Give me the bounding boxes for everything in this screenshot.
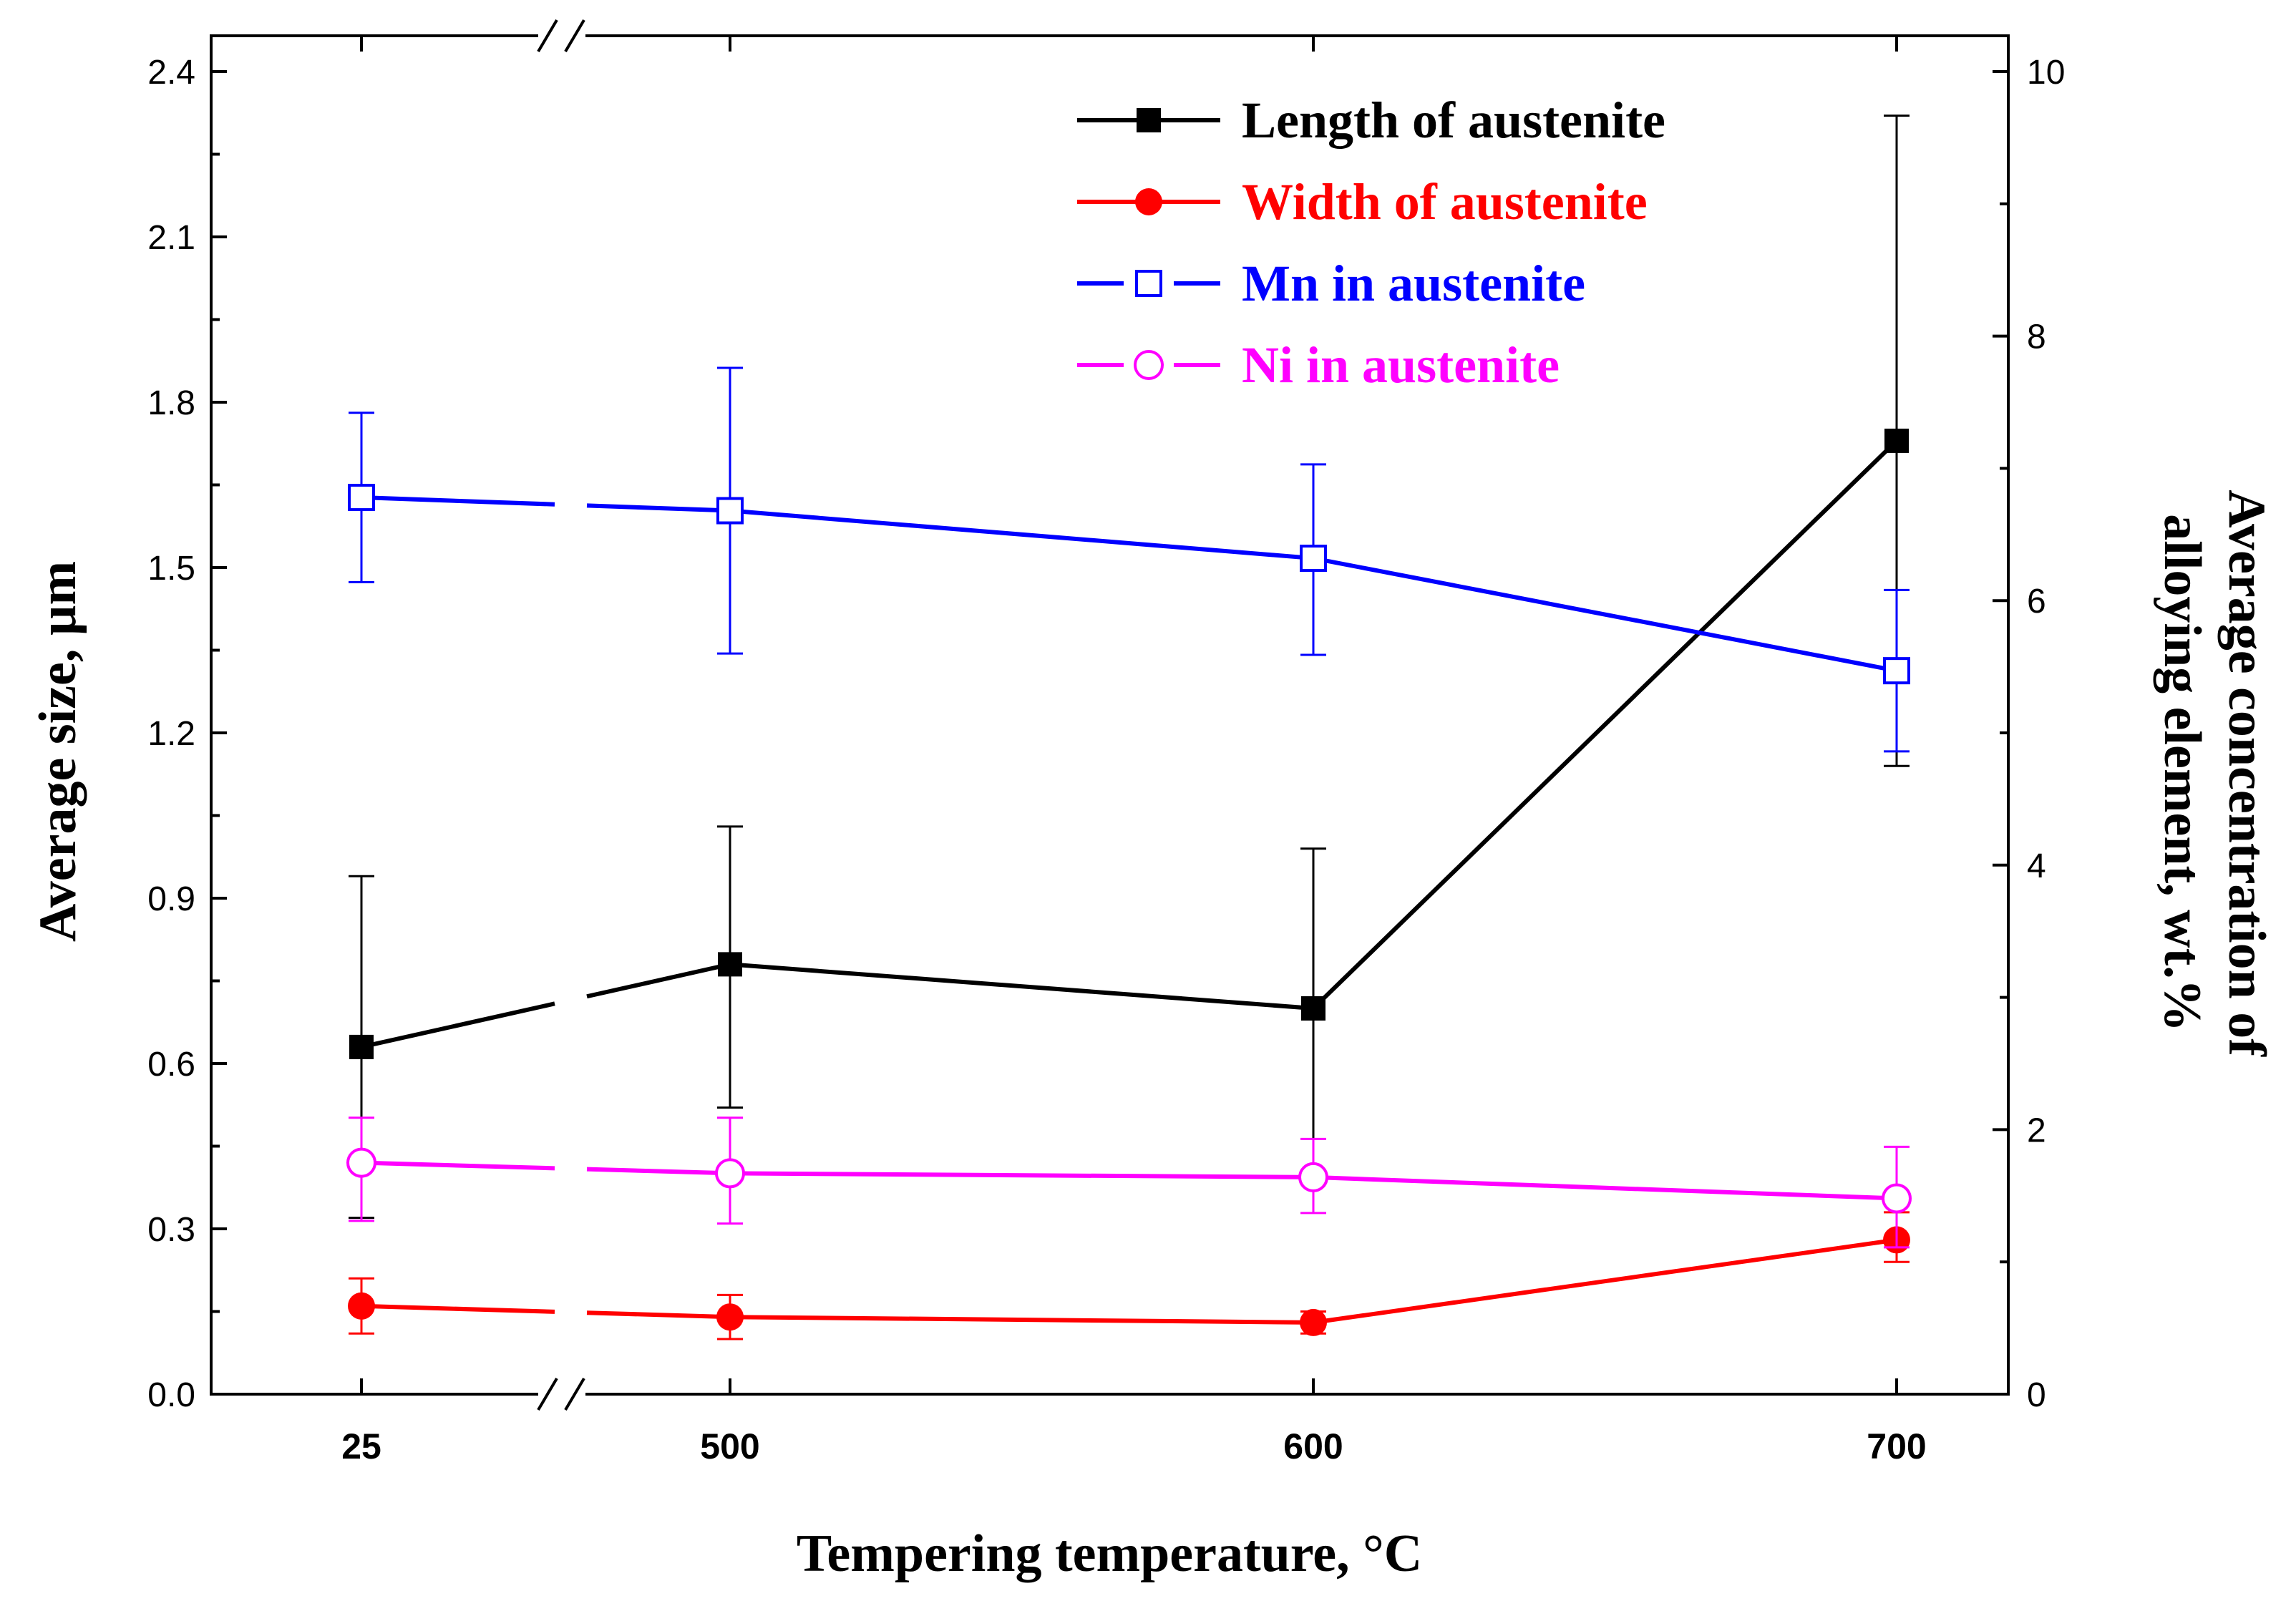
data-point [1300, 1308, 1327, 1336]
series-mn-in-austenite [348, 366, 1910, 753]
data-point [1300, 545, 1327, 573]
series-line-segment [586, 503, 731, 513]
y-right-tick-label: 10 [2027, 54, 2065, 92]
data-point [1301, 996, 1325, 1021]
y-left-tick-label: 1.5 [147, 550, 195, 588]
data-point [1883, 657, 1910, 685]
y-left-tick-label: 2.4 [147, 54, 195, 92]
x-tick-label: 25 [341, 1426, 381, 1466]
y-right-tick-label: 4 [2027, 847, 2046, 885]
legend-entry: Width of austenite [1077, 173, 1648, 230]
data-point [716, 1303, 744, 1331]
series-line-segment [361, 1001, 555, 1049]
series-line-segment [1313, 556, 1897, 673]
series-line-segment [361, 495, 555, 507]
legend: Length of austenite Width of austenite Mn … [1077, 92, 1665, 394]
series-line-segment [729, 962, 1314, 1011]
series-line-segment [729, 508, 1314, 561]
legend-marker [1135, 188, 1162, 215]
series-line-segment [361, 1303, 555, 1314]
data-point [1298, 1162, 1328, 1192]
y-left-tick-label: 0.9 [147, 880, 195, 918]
series-line-segment [586, 1310, 731, 1320]
x-tick-label: 700 [1867, 1426, 1926, 1466]
x-axis-break-top [537, 19, 585, 53]
data-point [716, 497, 744, 525]
series-line-segment [1313, 1237, 1897, 1325]
legend-entry: Length of austenite [1077, 92, 1665, 149]
data-point [346, 1147, 376, 1178]
series-line-segment [586, 962, 731, 999]
y-right-tick-label: 8 [2027, 318, 2046, 356]
y-right-tick-label: 6 [2027, 583, 2046, 620]
series-line-segment [1311, 439, 1899, 1011]
data-point [348, 1292, 375, 1320]
y-left-tick-label: 0.6 [147, 1046, 195, 1084]
series-line-segment [729, 1171, 1314, 1179]
series-line-segment [361, 1160, 555, 1171]
legend-entry: Mn in austenite [1077, 255, 1585, 312]
legend-label: Width of austenite [1242, 173, 1648, 230]
data-point [349, 1034, 374, 1059]
data-point [715, 1158, 745, 1189]
legend-label: Length of austenite [1242, 92, 1665, 149]
legend-marker [1137, 108, 1161, 132]
legend-marker [1134, 350, 1164, 380]
y-right-tick-label: 2 [2027, 1111, 2046, 1149]
data-point [1882, 1183, 1912, 1214]
y-axis-left-title: Average size, µm [29, 561, 87, 942]
legend-entry: Ni in austenite [1077, 336, 1560, 394]
series-ni-in-austenite [346, 1116, 1912, 1249]
axis-ticks: 0.0 0.3 0.6 0.9 1.2 1.5 1.8 2.1 2.4 0 2 4 6 8 10 25 500 6… [147, 36, 2065, 1466]
y-left-tick-label: 0.0 [147, 1376, 195, 1414]
data-point [718, 952, 742, 977]
data-point [1884, 428, 1909, 453]
x-axis-title: Tempering temperature, °C [797, 1524, 1422, 1583]
y-left-tick-label: 2.1 [147, 219, 195, 257]
series-line-segment [586, 1167, 731, 1176]
y-left-tick-label: 1.2 [147, 715, 195, 753]
x-axis-break-bottom [537, 1377, 585, 1411]
series-length-of-austenite [349, 115, 1910, 1220]
plot-frame [210, 34, 2010, 1396]
legend-label: Ni in austenite [1242, 336, 1560, 394]
series-width-of-austenite [348, 1211, 1910, 1340]
series-line-segment [729, 1315, 1314, 1325]
y-axis-right-title-line1: Average concentration of [2217, 490, 2276, 1057]
legend-label: Mn in austenite [1242, 255, 1585, 312]
y-right-tick-label: 0 [2027, 1376, 2046, 1414]
y-left-tick-label: 0.3 [147, 1211, 195, 1249]
legend-marker [1135, 270, 1162, 297]
x-tick-label: 500 [700, 1426, 759, 1466]
y-left-tick-label: 1.8 [147, 384, 195, 422]
data-point [348, 484, 375, 512]
series [346, 115, 1912, 1340]
series-line-segment [1313, 1174, 1897, 1201]
y-axis-right-title-line2: alloying element, wt.% [2153, 514, 2212, 1031]
x-tick-label: 600 [1283, 1426, 1343, 1466]
